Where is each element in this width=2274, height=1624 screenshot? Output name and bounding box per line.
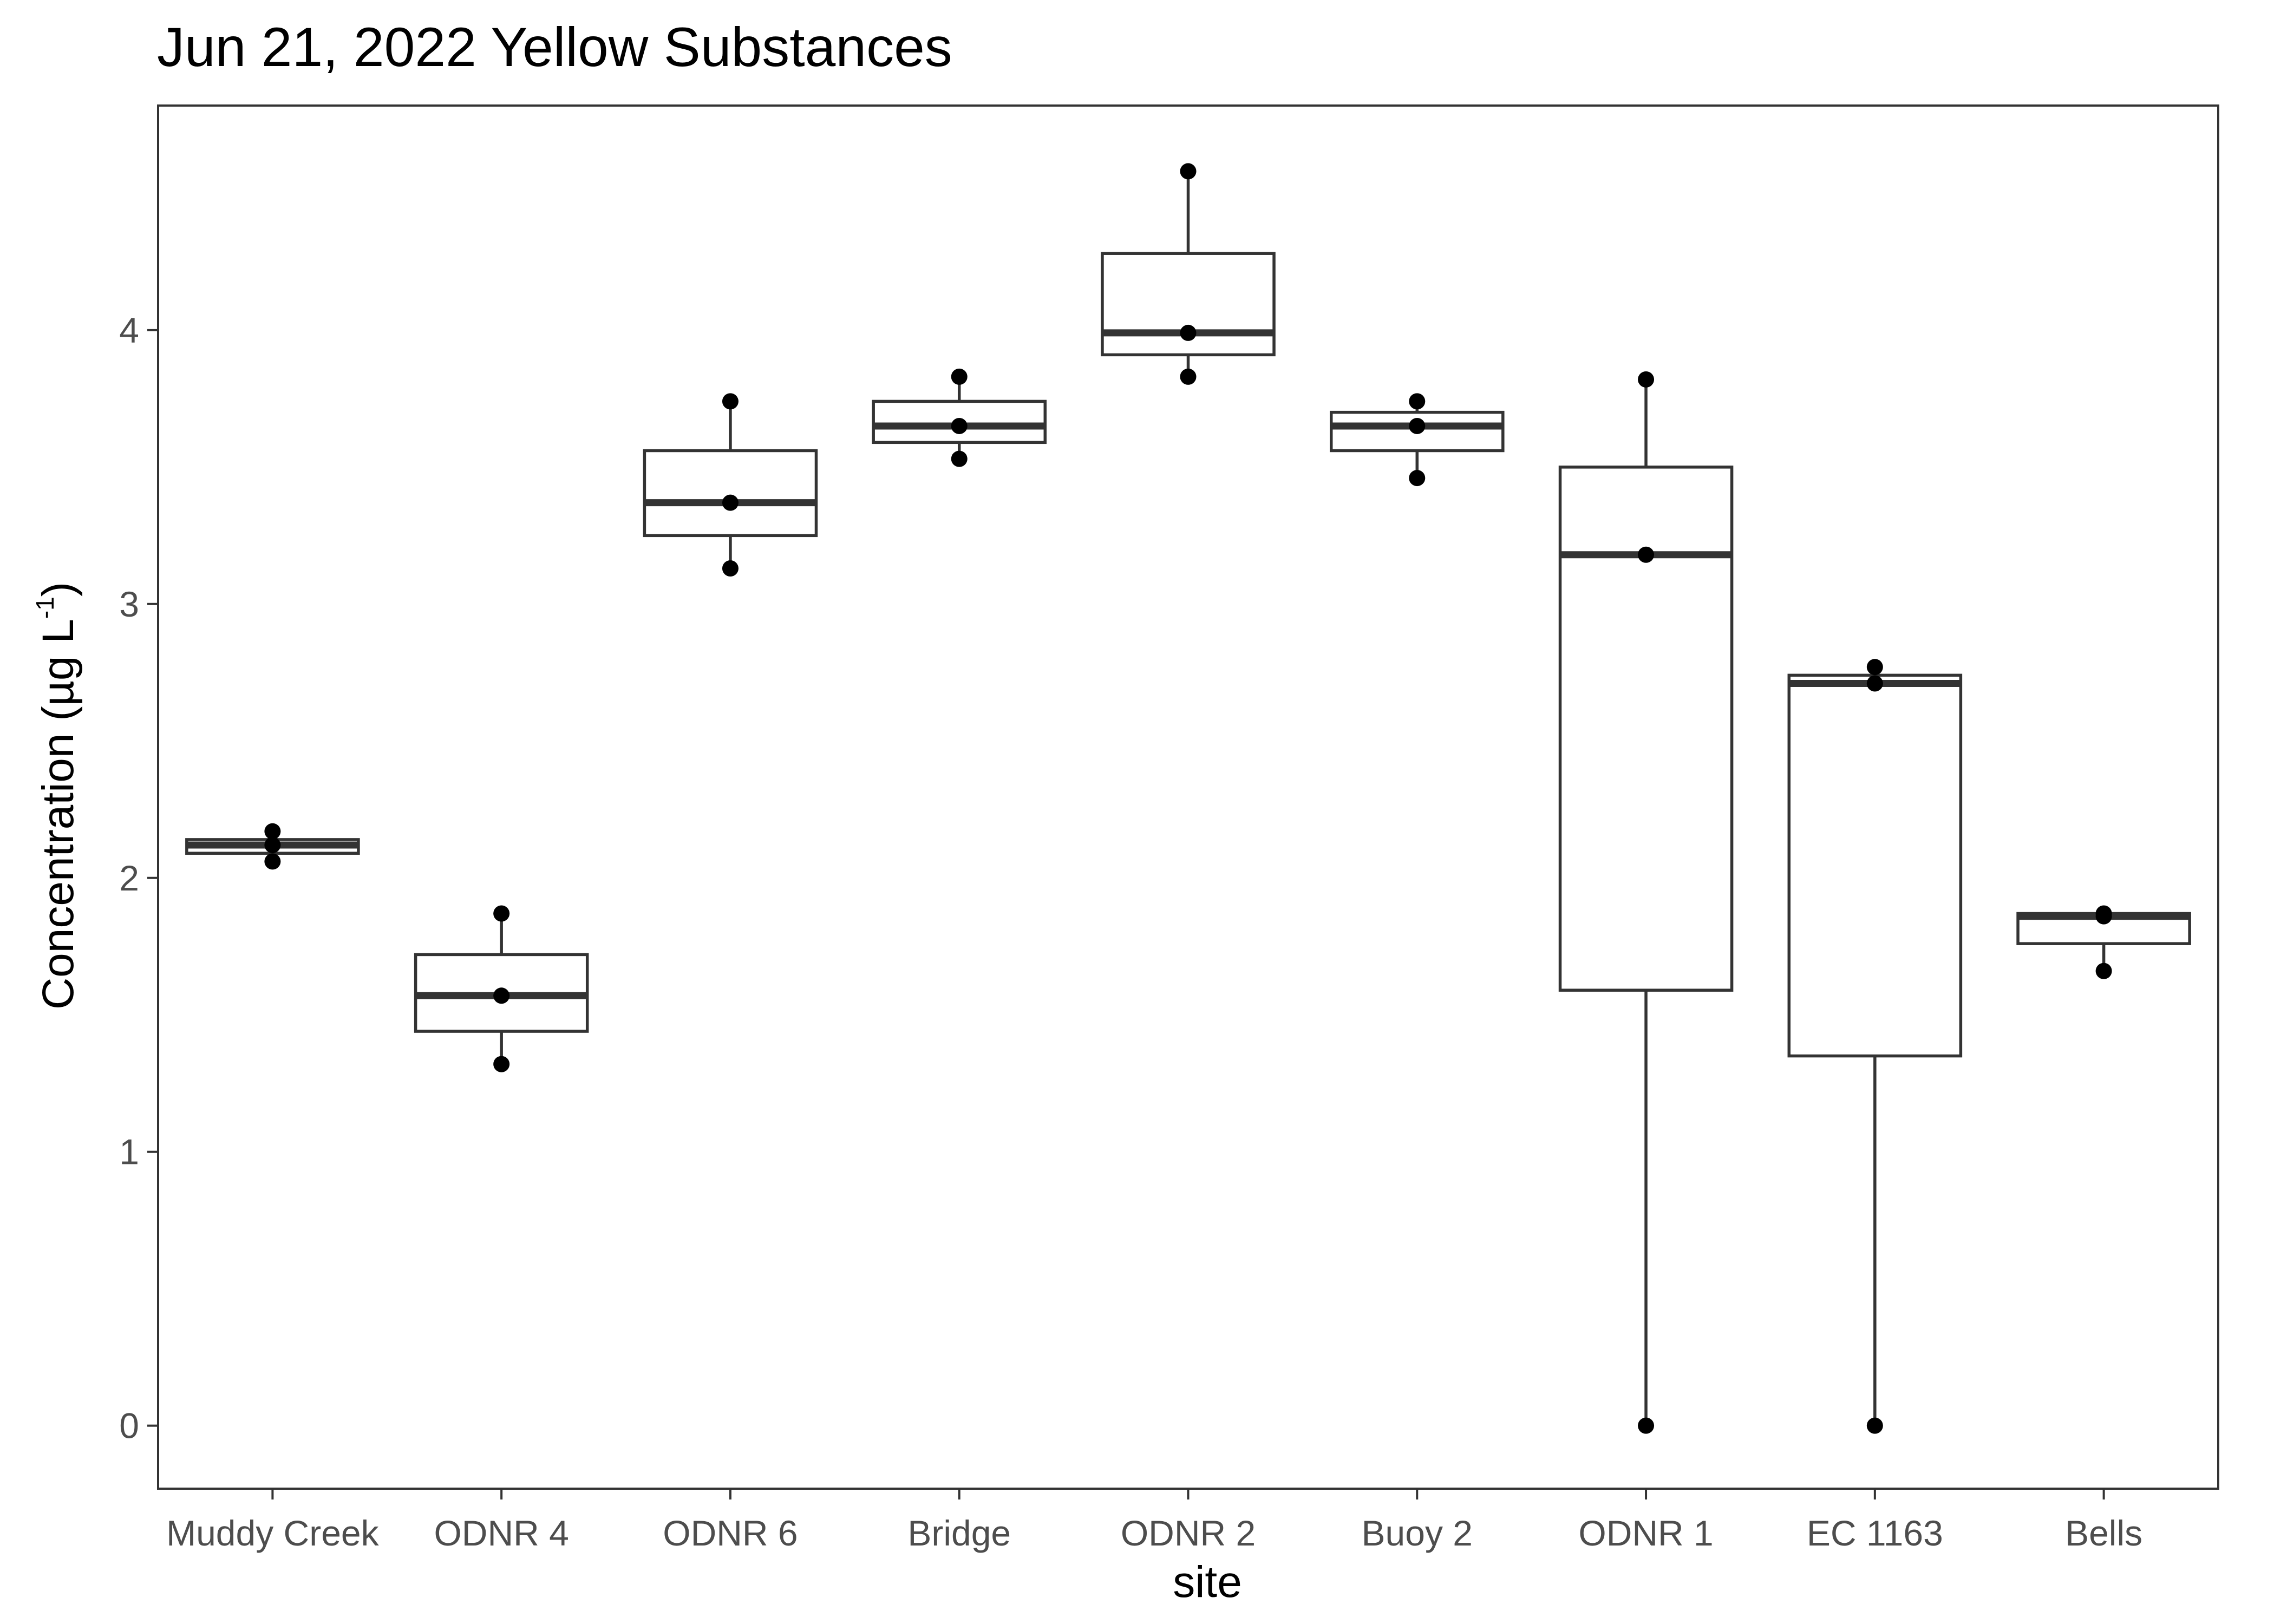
data-point <box>1638 1417 1655 1434</box>
chart-title: Jun 21, 2022 Yellow Substances <box>157 16 952 78</box>
y-axis-title: Concentration (µg L-1) <box>31 582 83 1010</box>
data-point <box>951 450 968 467</box>
y-axis-title-sup: -1 <box>31 597 59 619</box>
x-tick-label: Muddy Creek <box>166 1513 379 1553</box>
data-point <box>1866 659 1883 676</box>
y-tick-label: 0 <box>119 1406 139 1446</box>
x-tick-label: EC 1163 <box>1807 1513 1943 1553</box>
box-3 <box>643 401 818 569</box>
x-tick-label: ODNR 6 <box>663 1513 798 1553</box>
data-point <box>493 1056 510 1072</box>
x-tick-label: ODNR 4 <box>434 1513 568 1553</box>
points-layer <box>264 163 2112 1434</box>
data-point <box>951 417 968 434</box>
y-tick-label: 3 <box>119 584 139 624</box>
box-8 <box>1787 667 1963 1426</box>
box-4 <box>872 376 1047 459</box>
x-axis: Muddy Creek ODNR 4 ODNR 6 Bridge ODNR 2 Buoy … <box>166 1489 2142 1553</box>
data-point <box>264 823 281 840</box>
y-axis: 0 1 2 3 4 <box>119 310 158 1446</box>
x-tick-label: Bridge <box>907 1513 1011 1553</box>
data-point <box>1638 546 1655 563</box>
data-point <box>722 560 739 577</box>
x-tick-label: Buoy 2 <box>1362 1513 1473 1553</box>
data-point <box>264 853 281 870</box>
data-point <box>1409 393 1426 410</box>
y-axis-title-close: ) <box>34 582 83 597</box>
data-point <box>264 837 281 854</box>
box-body <box>1787 673 1963 1058</box>
data-point <box>951 368 968 385</box>
y-tick-label: 2 <box>119 858 139 898</box>
y-axis-title-main: Concentration (µg L <box>34 619 83 1010</box>
box-body <box>1558 466 1734 992</box>
data-point <box>1866 1417 1883 1434</box>
data-point <box>1409 417 1426 434</box>
data-point <box>493 905 510 922</box>
data-point <box>1180 324 1197 341</box>
x-axis-title: site <box>1173 1557 1242 1607</box>
data-point <box>722 494 739 511</box>
data-point <box>1180 163 1197 180</box>
data-point <box>493 987 510 1004</box>
data-point <box>2095 905 2112 922</box>
data-point <box>2095 962 2112 979</box>
data-point <box>1409 470 1426 487</box>
data-point <box>1638 371 1655 388</box>
box-body <box>643 449 818 538</box>
boxes-layer <box>185 171 2191 1426</box>
x-tick-label: ODNR 1 <box>1578 1513 1713 1553</box>
data-point <box>1180 368 1197 385</box>
data-point <box>1866 675 1883 692</box>
data-point <box>722 393 739 410</box>
y-tick-label: 4 <box>119 310 139 350</box>
y-tick-label: 1 <box>119 1132 139 1172</box>
x-tick-label: ODNR 2 <box>1121 1513 1256 1553</box>
x-tick-label: Bells <box>2065 1513 2142 1553</box>
